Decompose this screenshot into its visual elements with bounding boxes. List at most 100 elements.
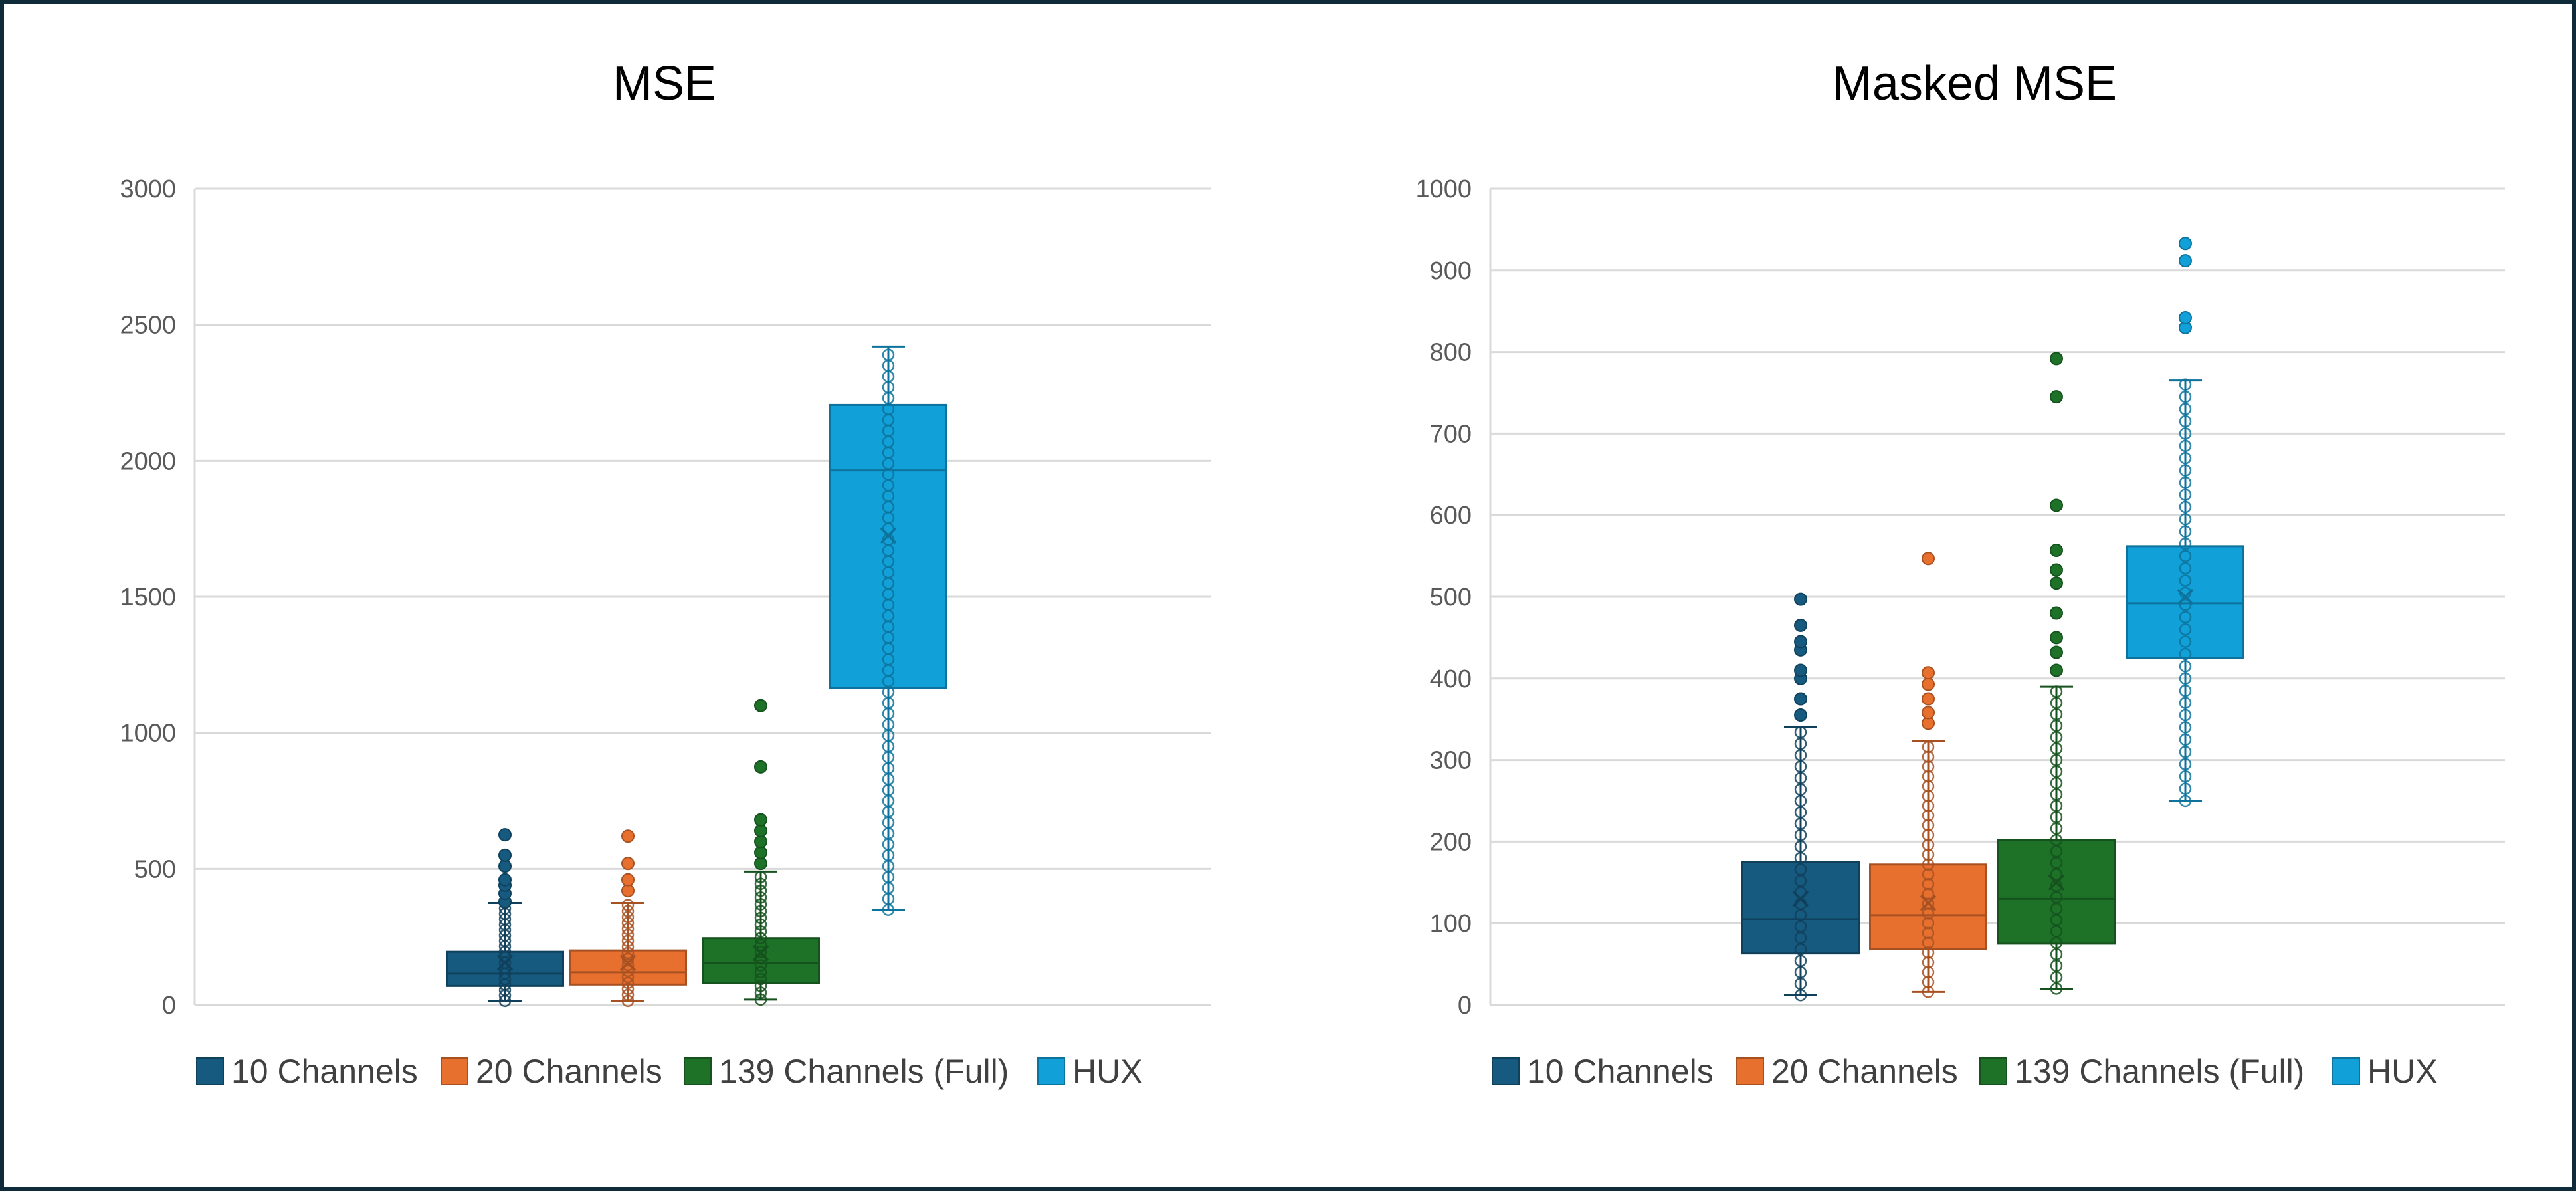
data-point [2179, 464, 2192, 477]
data-point [1922, 770, 1935, 783]
legend-swatch [1736, 1057, 1764, 1085]
data-point [754, 905, 767, 918]
data-point [1922, 839, 1935, 851]
data-point [2179, 562, 2192, 575]
legend-label: 139 Channels (Full) [719, 1053, 1009, 1090]
legend-swatch [441, 1057, 468, 1085]
outlier-point [2179, 311, 2192, 325]
series-1 [1869, 552, 1987, 998]
data-point [1922, 976, 1935, 988]
data-point [2179, 599, 2192, 611]
data-point [2179, 513, 2192, 526]
data-point [621, 958, 635, 972]
outlier-point [1794, 635, 1807, 649]
data-point [1922, 760, 1935, 773]
mean-marker [2048, 874, 2065, 891]
y-tick-label: 100 [1430, 910, 1472, 938]
chart-title: Masked MSE [1833, 57, 2117, 110]
data-point [621, 994, 635, 1008]
data-point [2179, 672, 2192, 685]
outlier-point [1794, 592, 1807, 606]
data-point [2179, 623, 2192, 636]
mean-marker [496, 954, 514, 971]
outlier-point [1794, 663, 1807, 677]
masked-mse-panel: Masked MSE 0 100 200 300 400 500 600 700 800 900 1… [1415, 57, 2505, 1090]
outlier-point [2050, 631, 2063, 645]
data-point [2179, 427, 2192, 440]
data-point [882, 348, 895, 361]
data-point [2179, 647, 2192, 661]
legend-item: HUX [2332, 1053, 2438, 1090]
series-3 [829, 345, 947, 916]
y-tick-label: 1000 [1415, 175, 1472, 203]
data-point [621, 946, 635, 960]
legend-label: 139 Channels (Full) [2015, 1053, 2304, 1090]
data-point [2179, 770, 2192, 783]
data-point [754, 884, 767, 897]
data-point [621, 988, 635, 1002]
outlier-point [2050, 645, 2063, 659]
series-1 [569, 829, 687, 1008]
series-3 [2126, 237, 2244, 808]
outlier-point [754, 699, 767, 712]
data-point [1922, 780, 1935, 793]
y-tick-label: 400 [1430, 665, 1472, 693]
data-point [2179, 550, 2192, 562]
data-point [2179, 390, 2192, 403]
outlier-point [1922, 677, 1935, 691]
mean-marker [2177, 588, 2194, 605]
data-point [1922, 986, 1935, 998]
data-point [621, 970, 635, 984]
data-point [2179, 415, 2192, 428]
outlier-point [1922, 552, 1935, 566]
data-point [621, 917, 635, 930]
chart-title: MSE [613, 57, 716, 110]
data-point [2179, 488, 2192, 501]
series-2 [1997, 352, 2116, 995]
mean-marker [1920, 895, 1937, 911]
data-point [2179, 635, 2192, 648]
mse-panel: MSE 0 500 1000 1500 2000 2500 3000 10 Channels 2… [120, 57, 1211, 1090]
data-point [621, 899, 635, 912]
data-point [1922, 800, 1935, 812]
data-point [1922, 887, 1935, 901]
y-tick-label: 600 [1430, 502, 1472, 530]
outlier-point [621, 884, 635, 898]
outlier-point [1794, 618, 1807, 632]
outlier-point [2050, 390, 2063, 404]
outlier-point [498, 873, 512, 887]
data-point [2179, 500, 2192, 514]
data-point [1922, 966, 1935, 979]
data-point [1922, 926, 1935, 940]
y-tick-label: 1500 [120, 584, 176, 611]
data-point [1922, 790, 1935, 802]
outlier-point [621, 829, 635, 843]
y-tick-label: 2000 [120, 447, 176, 475]
data-point [754, 959, 767, 972]
data-point [754, 891, 767, 904]
data-point [2179, 721, 2192, 734]
legend-swatch [2332, 1057, 2360, 1085]
y-tick-label: 1000 [120, 720, 176, 748]
data-point [754, 986, 767, 999]
data-point [621, 934, 635, 948]
series-2 [702, 699, 820, 1006]
y-tick-label: 300 [1430, 747, 1472, 775]
data-point [754, 911, 767, 924]
legend-label: 20 Channels [1771, 1053, 1958, 1090]
legend-swatch [1037, 1057, 1065, 1085]
data-point [1922, 936, 1935, 949]
outlier-point [754, 813, 767, 827]
y-tick-label: 700 [1430, 420, 1472, 448]
data-point [754, 918, 767, 931]
data-point [1922, 878, 1935, 891]
y-tick-label: 500 [1430, 584, 1472, 611]
data-point [1922, 956, 1935, 969]
legend-swatch [684, 1057, 712, 1085]
data-point [754, 898, 767, 911]
outlier-point [754, 845, 767, 859]
data-point [2179, 697, 2192, 709]
data-point [2179, 611, 2192, 623]
legend-label: HUX [2367, 1053, 2438, 1090]
data-point [1922, 917, 1935, 930]
